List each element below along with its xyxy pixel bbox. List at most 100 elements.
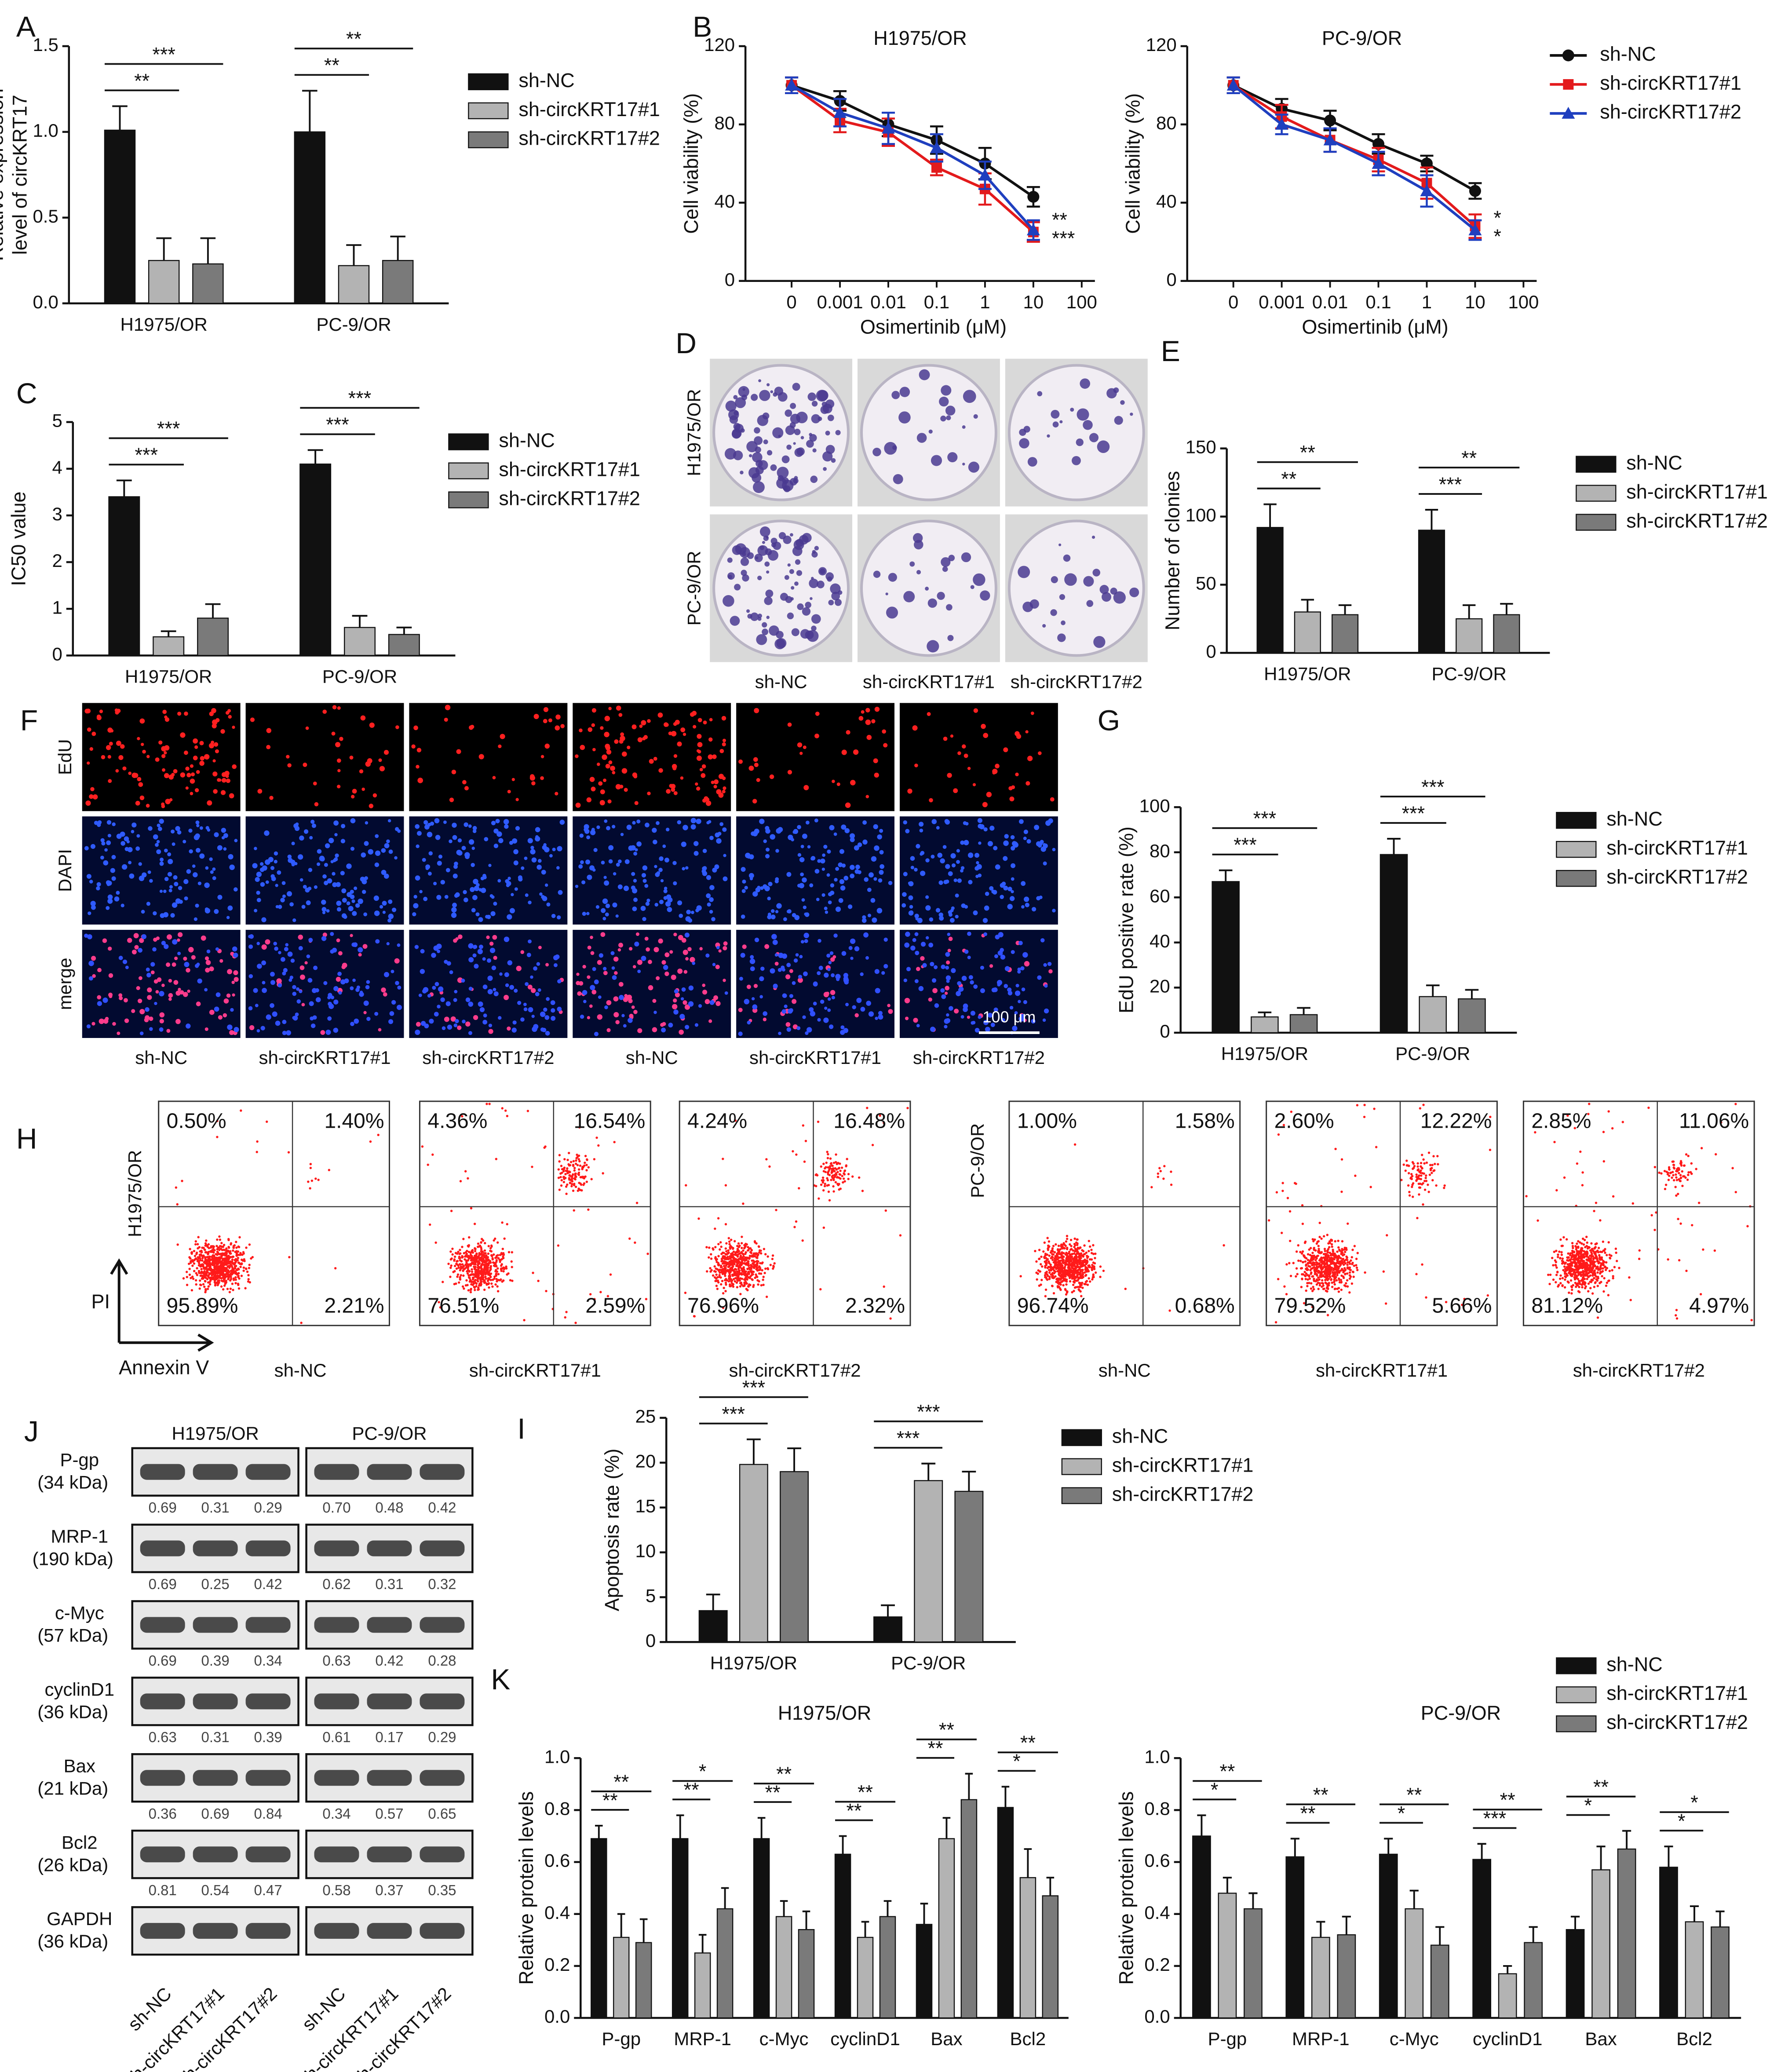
cell	[476, 883, 480, 887]
cell	[914, 979, 919, 983]
cell	[212, 876, 216, 880]
cell	[824, 1006, 828, 1010]
cell	[1034, 825, 1040, 830]
event	[740, 1251, 743, 1253]
cell	[993, 846, 998, 851]
event	[309, 1166, 312, 1169]
cell	[634, 941, 639, 947]
cell	[648, 960, 652, 964]
cell	[333, 820, 339, 826]
event	[235, 1252, 238, 1255]
cell	[395, 981, 399, 985]
cell	[613, 956, 619, 962]
cell	[661, 960, 666, 965]
cell	[146, 804, 150, 808]
event	[480, 1248, 483, 1250]
cell	[774, 953, 778, 957]
cell	[1016, 734, 1022, 739]
cell	[142, 872, 147, 877]
bar	[775, 1916, 792, 2019]
cell	[647, 719, 651, 723]
column-label: sh-circKRT17#2	[1011, 671, 1142, 692]
cell	[320, 1030, 325, 1035]
event	[837, 1176, 840, 1179]
colony	[1042, 624, 1046, 628]
cell	[831, 973, 835, 977]
event	[480, 1280, 483, 1283]
event	[828, 1173, 831, 1177]
cell	[632, 965, 636, 968]
event	[227, 1246, 230, 1249]
event	[212, 1250, 215, 1253]
cell	[206, 949, 211, 954]
colony	[754, 427, 760, 434]
point	[882, 121, 895, 134]
event	[193, 1254, 197, 1257]
cell	[87, 761, 90, 765]
error-bar	[965, 1772, 973, 1800]
legend-swatch	[1061, 1429, 1102, 1446]
cell	[337, 972, 342, 976]
cell	[1026, 839, 1031, 844]
event	[589, 1293, 592, 1296]
legend-swatch	[468, 131, 509, 149]
cell	[910, 856, 915, 861]
cell	[543, 719, 547, 724]
colony	[802, 533, 812, 543]
cell	[645, 822, 650, 828]
event	[586, 1158, 588, 1161]
colony	[757, 575, 762, 581]
cell	[229, 793, 234, 799]
cell	[626, 825, 632, 830]
cell	[909, 905, 913, 909]
significance-label: *	[1493, 225, 1501, 248]
event	[709, 1270, 712, 1273]
bar	[1042, 1895, 1059, 2019]
cell	[814, 869, 820, 874]
cell	[149, 1016, 153, 1021]
y-tick-label: 100	[1186, 505, 1216, 526]
cell	[644, 936, 649, 941]
cell	[324, 862, 328, 867]
cell	[261, 917, 266, 922]
y-tick-label: 5	[646, 1586, 656, 1606]
event	[215, 1263, 218, 1266]
cell	[234, 1027, 239, 1032]
cell	[223, 998, 229, 1004]
cell	[145, 1007, 150, 1012]
cell	[179, 990, 184, 995]
cell	[313, 965, 318, 970]
y-axis-label: Apoptosis rate (%)	[601, 1449, 623, 1612]
cell	[802, 833, 807, 839]
event	[466, 1272, 469, 1275]
event	[566, 1158, 569, 1161]
cell	[1030, 711, 1034, 715]
cell	[332, 705, 337, 709]
event	[176, 1203, 179, 1206]
cell	[1044, 1009, 1049, 1014]
cell	[298, 946, 303, 950]
y-tick-label: 50	[1196, 573, 1216, 594]
cell	[744, 998, 750, 1005]
error-bar	[676, 1814, 684, 1839]
event	[195, 1251, 198, 1254]
cell	[520, 1017, 525, 1022]
event	[762, 1283, 765, 1286]
event	[500, 1269, 503, 1272]
cell	[659, 899, 664, 904]
cell	[856, 998, 862, 1003]
significance-label: **	[1281, 468, 1296, 490]
event	[222, 1274, 224, 1277]
cell	[784, 1005, 788, 1009]
cell	[930, 1027, 935, 1032]
cell	[660, 879, 664, 883]
cell	[482, 957, 486, 961]
cell	[992, 771, 996, 775]
bar	[1256, 527, 1284, 654]
cell	[177, 938, 180, 942]
plot-label: sh-circKRT17#2	[729, 1360, 861, 1381]
event	[482, 1253, 485, 1257]
cell	[254, 847, 257, 851]
cell	[777, 827, 783, 833]
cell	[499, 972, 503, 976]
